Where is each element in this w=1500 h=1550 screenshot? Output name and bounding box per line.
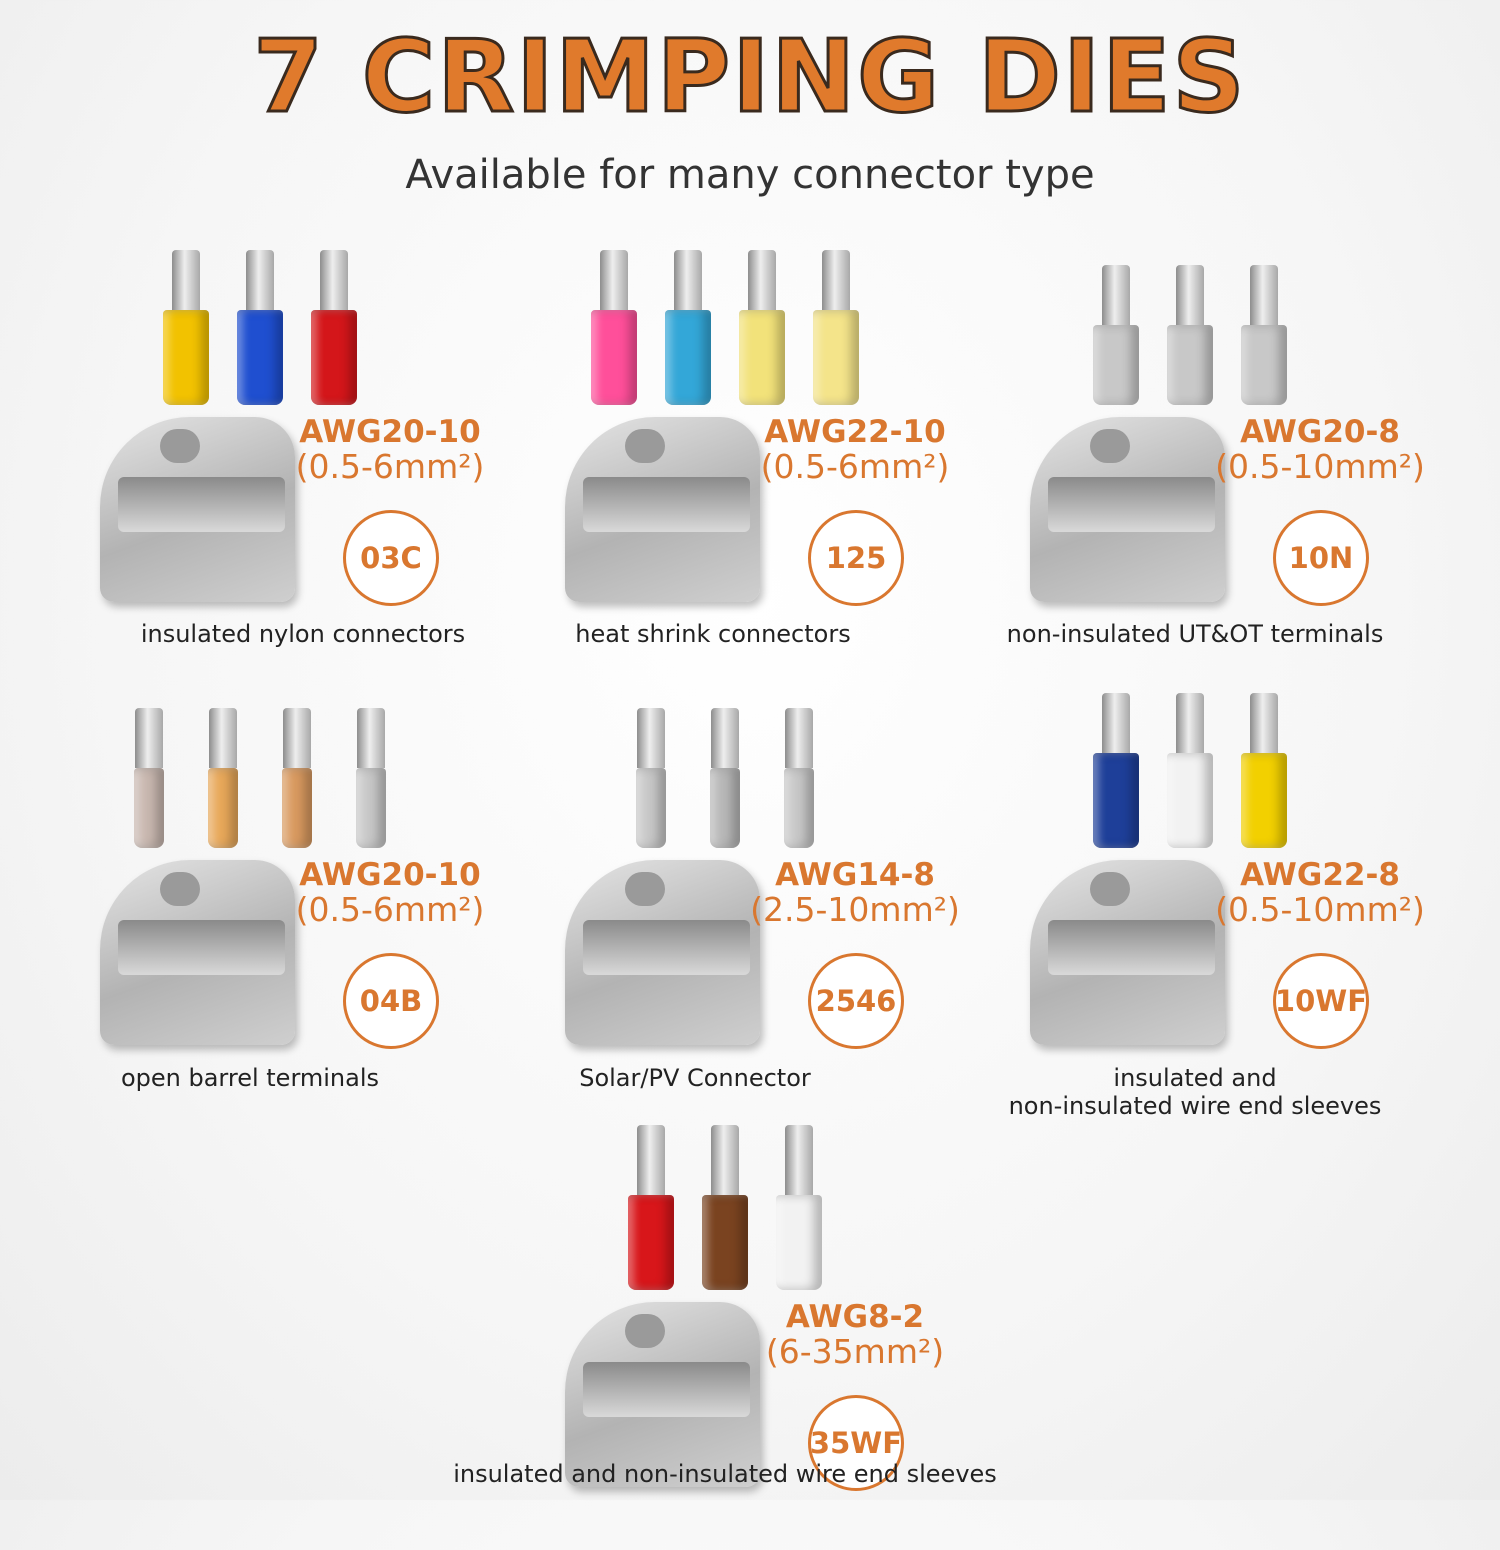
crimping-die-image — [1030, 417, 1225, 602]
awg-range: AWG20-10 — [299, 857, 481, 893]
connector-images — [990, 668, 1390, 848]
awg-range: AWG20-8 — [1240, 414, 1400, 450]
connector-image — [738, 250, 786, 405]
crimping-die-image — [1030, 860, 1225, 1045]
connector-images — [60, 668, 460, 848]
connector-type-caption: open barrel terminals — [120, 1064, 380, 1092]
connector-image — [236, 250, 284, 405]
connector-type-caption: insulated nylon connectors — [140, 620, 466, 648]
die-code-badge: 2546 — [808, 953, 904, 1049]
die-card-10n: AWG20-8 (0.5-10mm²) 10N — [990, 225, 1470, 665]
connector-image — [310, 250, 358, 405]
mm-range: (0.5-10mm²) — [1215, 447, 1425, 486]
die-code-badge: 10WF — [1273, 953, 1369, 1049]
awg-range: AWG22-10 — [764, 414, 946, 450]
connector-image — [775, 708, 823, 848]
wire-gauge-spec: AWG22-10 (0.5-6mm²) — [735, 415, 975, 485]
wire-gauge-spec: AWG20-10 (0.5-6mm²) — [270, 858, 510, 928]
die-code-badge: 03C — [343, 510, 439, 606]
connector-image — [627, 1125, 675, 1290]
mm-range: (0.5-10mm²) — [1215, 890, 1425, 929]
die-code-badge: 10N — [1273, 510, 1369, 606]
die-code-badge: 125 — [808, 510, 904, 606]
crimping-die-image — [100, 860, 295, 1045]
crimping-die-image — [565, 860, 760, 1045]
wire-gauge-spec: AWG14-8 (2.5-10mm²) — [735, 858, 975, 928]
die-code-badge: 35WF — [808, 1395, 904, 1491]
connector-images — [525, 1110, 925, 1290]
connector-images — [990, 225, 1390, 405]
die-card-04b: AWG20-10 (0.5-6mm²) 04B — [60, 668, 540, 1108]
connector-image — [1092, 265, 1140, 405]
connector-image — [1240, 693, 1288, 848]
die-card-125: AWG22-10 (0.5-6mm²) 125 — [525, 225, 1005, 665]
connector-image — [273, 708, 321, 848]
connector-image — [1092, 693, 1140, 848]
connector-images — [525, 668, 925, 848]
page-subtitle: Available for many connector type — [405, 152, 1095, 198]
die-card-2546: AWG14-8 (2.5-10mm²) 2546 — [525, 668, 1005, 1108]
mm-range: (6-35mm²) — [765, 1332, 945, 1371]
wire-gauge-spec: AWG22-8 (0.5-10mm²) — [1200, 858, 1440, 928]
awg-range: AWG8-2 — [785, 1299, 925, 1335]
connector-type-caption: non-insulated UT&OT terminals — [1006, 620, 1384, 648]
connector-image — [199, 708, 247, 848]
mm-range: (0.5-6mm²) — [295, 447, 485, 486]
page-title: 7 CRIMPING DIES — [252, 17, 1247, 137]
connector-image — [1166, 693, 1214, 848]
connector-image — [125, 708, 173, 848]
mm-range: (2.5-10mm²) — [750, 890, 960, 929]
connector-type-caption: insulated and non-insulated wire end sle… — [453, 1460, 997, 1488]
connector-image — [347, 708, 395, 848]
connector-type-caption: Solar/PV Connector — [579, 1064, 811, 1092]
mm-range: (0.5-6mm²) — [760, 447, 950, 486]
wire-gauge-spec: AWG8-2 (6-35mm²) — [735, 1300, 975, 1370]
crimping-die-image — [100, 417, 295, 602]
wire-gauge-spec: AWG20-10 (0.5-6mm²) — [270, 415, 510, 485]
wire-gauge-spec: AWG20-8 (0.5-10mm²) — [1200, 415, 1440, 485]
connector-image — [162, 250, 210, 405]
die-card-03c: AWG20-10 (0.5-6mm²) 03C — [60, 225, 540, 665]
connector-image — [701, 1125, 749, 1290]
die-card-10wf: AWG22-8 (0.5-10mm²) 10WF — [990, 668, 1470, 1108]
connector-image — [1240, 265, 1288, 405]
connector-image — [775, 1125, 823, 1290]
connector-image — [701, 708, 749, 848]
connector-type-caption: heat shrink connectors — [575, 620, 851, 648]
die-card-35wf: AWG8-2 (6-35mm²) 35WF — [525, 1110, 1005, 1550]
mm-range: (0.5-6mm²) — [295, 890, 485, 929]
awg-range: AWG22-8 — [1240, 857, 1400, 893]
crimping-die-image — [565, 1302, 760, 1487]
connector-images — [60, 225, 460, 405]
connector-image — [664, 250, 712, 405]
awg-range: AWG14-8 — [775, 857, 935, 893]
crimping-die-image — [565, 417, 760, 602]
connector-type-caption: insulated and non-insulated wire end sle… — [1008, 1064, 1382, 1120]
connector-images — [525, 225, 925, 405]
awg-range: AWG20-10 — [299, 414, 481, 450]
connector-image — [1166, 265, 1214, 405]
die-code-badge: 04B — [343, 953, 439, 1049]
connector-image — [590, 250, 638, 405]
connector-image — [627, 708, 675, 848]
connector-image — [812, 250, 860, 405]
